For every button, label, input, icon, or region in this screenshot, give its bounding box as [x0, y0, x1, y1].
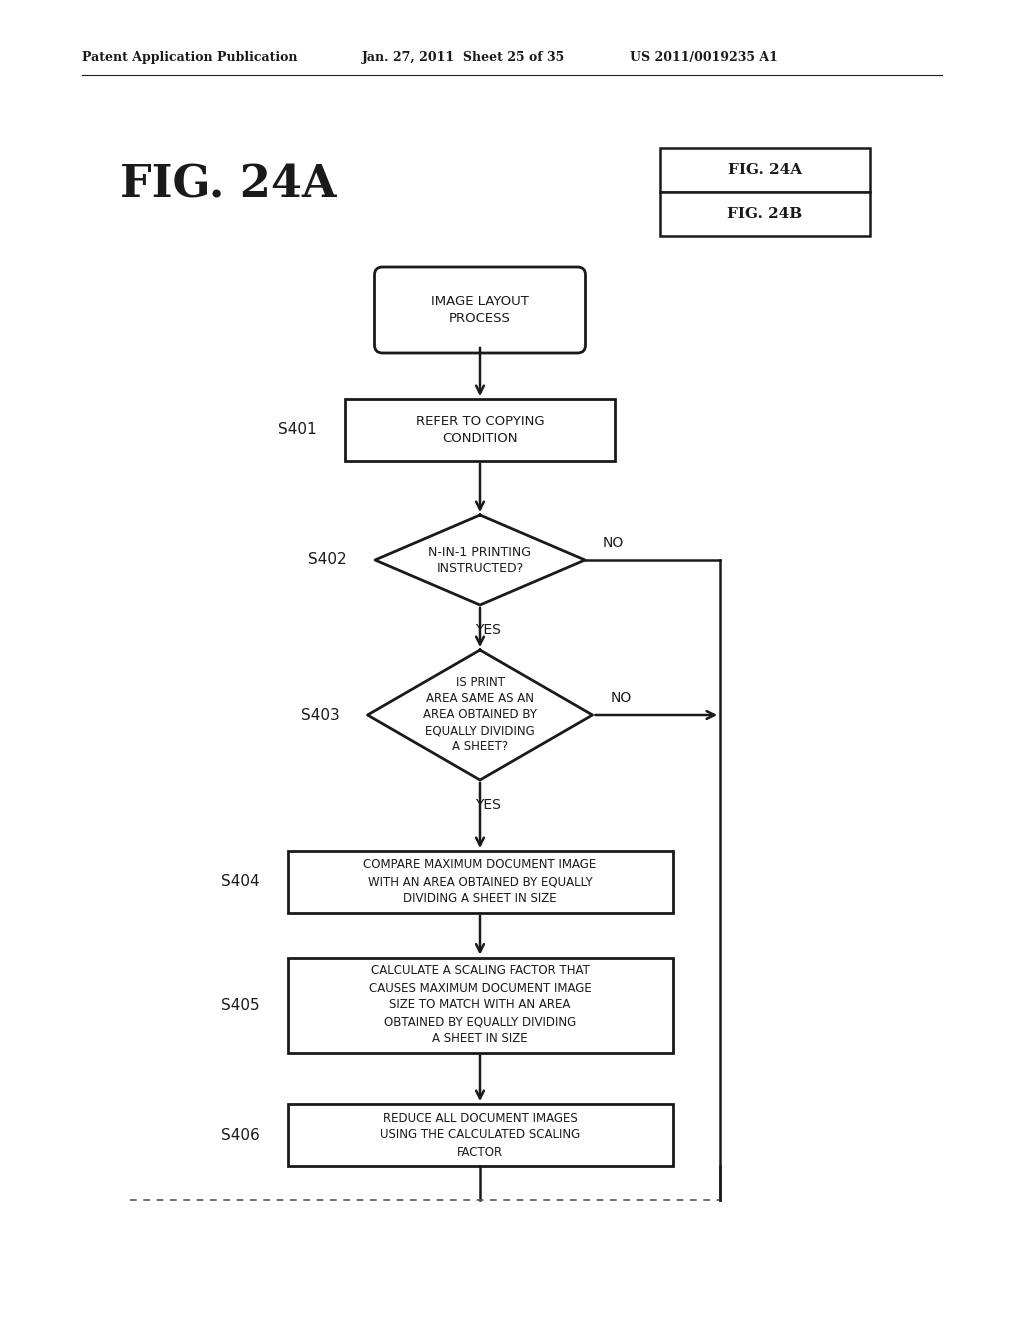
FancyBboxPatch shape — [375, 267, 586, 352]
Text: S402: S402 — [308, 553, 347, 568]
Text: FIG. 24A: FIG. 24A — [120, 164, 337, 206]
Text: S401: S401 — [279, 422, 317, 437]
Text: S405: S405 — [221, 998, 259, 1012]
Text: IS PRINT
AREA SAME AS AN
AREA OBTAINED BY
EQUALLY DIVIDING
A SHEET?: IS PRINT AREA SAME AS AN AREA OBTAINED B… — [423, 676, 537, 754]
Bar — [660, 148, 870, 191]
Text: REFER TO COPYING
CONDITION: REFER TO COPYING CONDITION — [416, 414, 545, 445]
Bar — [288, 1104, 673, 1166]
Text: Jan. 27, 2011  Sheet 25 of 35: Jan. 27, 2011 Sheet 25 of 35 — [362, 51, 565, 65]
Text: CALCULATE A SCALING FACTOR THAT
CAUSES MAXIMUM DOCUMENT IMAGE
SIZE TO MATCH WITH: CALCULATE A SCALING FACTOR THAT CAUSES M… — [369, 965, 592, 1045]
Text: IMAGE LAYOUT
PROCESS: IMAGE LAYOUT PROCESS — [431, 294, 529, 325]
Text: YES: YES — [475, 623, 501, 638]
Text: NO: NO — [610, 690, 632, 705]
Text: US 2011/0019235 A1: US 2011/0019235 A1 — [630, 51, 778, 65]
Text: S403: S403 — [301, 708, 340, 722]
Text: Patent Application Publication: Patent Application Publication — [82, 51, 298, 65]
Bar — [288, 851, 673, 913]
Text: NO: NO — [603, 536, 625, 550]
Text: N-IN-1 PRINTING
INSTRUCTED?: N-IN-1 PRINTING INSTRUCTED? — [428, 545, 531, 574]
Text: S406: S406 — [221, 1127, 259, 1143]
Bar — [345, 399, 615, 461]
Text: S404: S404 — [221, 874, 259, 890]
Text: FIG. 24B: FIG. 24B — [727, 207, 803, 220]
Bar — [288, 957, 673, 1052]
Bar — [660, 191, 870, 236]
Text: REDUCE ALL DOCUMENT IMAGES
USING THE CALCULATED SCALING
FACTOR: REDUCE ALL DOCUMENT IMAGES USING THE CAL… — [380, 1111, 581, 1159]
Text: FIG. 24A: FIG. 24A — [728, 162, 802, 177]
Polygon shape — [375, 515, 585, 605]
Text: YES: YES — [475, 799, 501, 812]
Polygon shape — [368, 649, 593, 780]
Text: COMPARE MAXIMUM DOCUMENT IMAGE
WITH AN AREA OBTAINED BY EQUALLY
DIVIDING A SHEET: COMPARE MAXIMUM DOCUMENT IMAGE WITH AN A… — [364, 858, 597, 906]
